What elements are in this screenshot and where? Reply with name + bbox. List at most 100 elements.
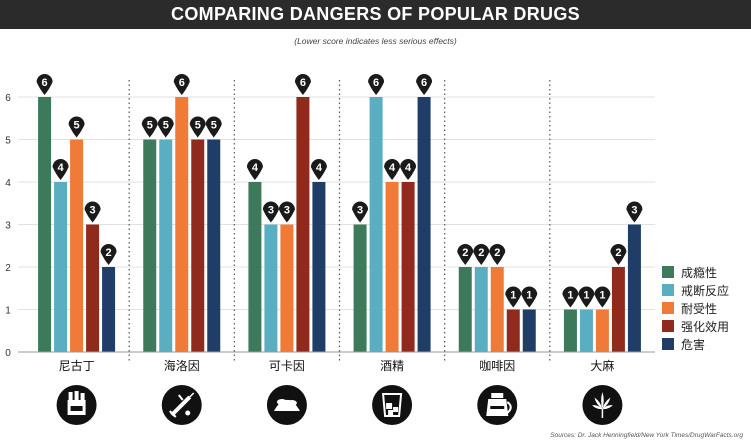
- value-marker: [521, 286, 538, 308]
- bar: [207, 139, 221, 352]
- value-marker: [368, 74, 385, 95]
- data-label: 3: [631, 205, 637, 217]
- legend-item: 强化效用: [662, 317, 729, 335]
- legend-label: 强化效用: [681, 319, 730, 334]
- bar: [401, 182, 415, 352]
- data-label: 2: [494, 247, 500, 259]
- data-label: 4: [389, 162, 396, 174]
- data-label: 4: [316, 162, 323, 174]
- data-label: 5: [195, 120, 201, 132]
- value-marker: [100, 244, 117, 265]
- glass-with-ice-icon: [372, 385, 413, 425]
- cigarette-pack-icon: [56, 385, 97, 425]
- legend-swatch: [662, 266, 674, 278]
- data-label: 1: [599, 290, 605, 302]
- value-marker: [278, 201, 295, 223]
- chart-title: COMPARING DANGERS OF POPULAR DRUGS: [171, 4, 580, 24]
- value-marker: [189, 116, 206, 138]
- title-banner: COMPARING DANGERS OF POPULAR DRUGS: [0, 0, 751, 29]
- value-marker: [457, 244, 474, 265]
- data-label: 1: [510, 290, 516, 302]
- bar: [86, 224, 100, 352]
- category-label: 大麻: [590, 358, 614, 373]
- legend-item: 耐受性: [662, 299, 729, 317]
- bar: [143, 139, 157, 352]
- data-label: 5: [163, 120, 169, 132]
- bar: [54, 182, 68, 352]
- category-label: 咖啡因: [479, 358, 515, 373]
- data-label: 1: [583, 290, 589, 302]
- value-marker: [489, 244, 506, 265]
- bar: [102, 267, 116, 352]
- legend-swatch: [662, 338, 674, 350]
- value-marker: [246, 158, 263, 180]
- bar: [579, 309, 593, 352]
- data-label: 2: [478, 247, 484, 259]
- value-marker: [173, 74, 190, 95]
- data-label: 5: [211, 120, 217, 132]
- bar: [312, 182, 326, 352]
- legend-label: 危害: [681, 337, 706, 352]
- syringe-icon: [161, 385, 202, 425]
- value-marker: [141, 116, 158, 138]
- value-marker: [384, 159, 401, 180]
- y-tick-label: 2: [5, 263, 11, 274]
- data-label: 4: [405, 162, 412, 174]
- data-label: 3: [268, 205, 274, 217]
- value-marker: [310, 159, 327, 180]
- bar: [369, 97, 383, 352]
- legend-swatch: [662, 320, 674, 332]
- legend-label: 成瘾性: [681, 265, 718, 280]
- data-label: 3: [90, 205, 96, 217]
- legend-swatch: [662, 284, 674, 296]
- category-label: 可卡因: [269, 359, 305, 373]
- bar: [296, 97, 310, 352]
- value-marker: [626, 201, 643, 223]
- y-tick-label: 0: [5, 348, 11, 359]
- value-marker: [400, 159, 417, 180]
- data-label: 5: [74, 120, 80, 132]
- legend-label: 戒断反应: [681, 283, 730, 298]
- category-label: 尼古丁: [59, 358, 95, 373]
- data-label: 1: [567, 290, 573, 302]
- bar: [38, 97, 52, 352]
- bar: [611, 267, 625, 352]
- bar: [563, 309, 577, 352]
- data-label: 6: [42, 77, 48, 89]
- value-marker: [68, 116, 85, 138]
- value-marker: [205, 116, 222, 138]
- chart-subtitle: (Lower score indicates less serious effe…: [294, 36, 457, 46]
- y-tick-label: 4: [5, 178, 11, 189]
- cannabis-leaf-icon: [582, 385, 623, 425]
- data-label: 4: [58, 162, 65, 174]
- legend-label: 耐受性: [681, 301, 718, 316]
- value-marker: [36, 74, 53, 95]
- data-label: 2: [462, 247, 468, 259]
- legend: 成瘾性戒断反应耐受性强化效用危害: [662, 263, 729, 353]
- value-marker: [562, 286, 579, 308]
- data-label: 4: [252, 162, 259, 174]
- powder-pile-icon: [266, 385, 307, 425]
- category-label: 海洛因: [164, 358, 200, 373]
- bar: [595, 309, 609, 352]
- bar: [159, 139, 173, 352]
- data-label: 5: [147, 120, 153, 132]
- bar: [522, 309, 536, 352]
- bar: [353, 224, 367, 352]
- bar: [506, 309, 520, 352]
- y-tick-label: 3: [5, 221, 11, 232]
- y-tick-label: 6: [5, 93, 11, 104]
- value-marker: [594, 286, 611, 308]
- legend-item: 戒断反应: [662, 281, 729, 299]
- legend-item: 危害: [662, 335, 729, 353]
- data-label: 6: [300, 77, 306, 89]
- bar: [385, 182, 399, 352]
- value-marker: [84, 201, 101, 223]
- data-label: 1: [526, 290, 532, 302]
- value-marker: [473, 244, 490, 265]
- data-label: 2: [106, 247, 112, 259]
- y-tick-label: 5: [5, 136, 11, 147]
- data-label: 3: [357, 205, 363, 217]
